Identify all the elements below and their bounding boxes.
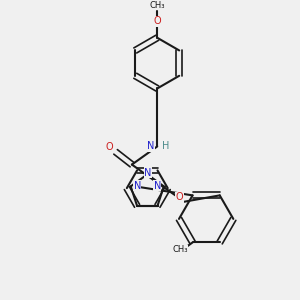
Text: N: N bbox=[147, 141, 154, 152]
Text: N: N bbox=[154, 181, 161, 191]
Text: O: O bbox=[176, 192, 184, 202]
Text: CH₃: CH₃ bbox=[172, 245, 188, 254]
Text: N: N bbox=[144, 168, 152, 178]
Text: O: O bbox=[153, 16, 161, 26]
Text: H: H bbox=[161, 141, 169, 152]
Text: O: O bbox=[106, 142, 113, 152]
Text: N: N bbox=[134, 181, 141, 191]
Text: CH₃: CH₃ bbox=[149, 1, 165, 10]
